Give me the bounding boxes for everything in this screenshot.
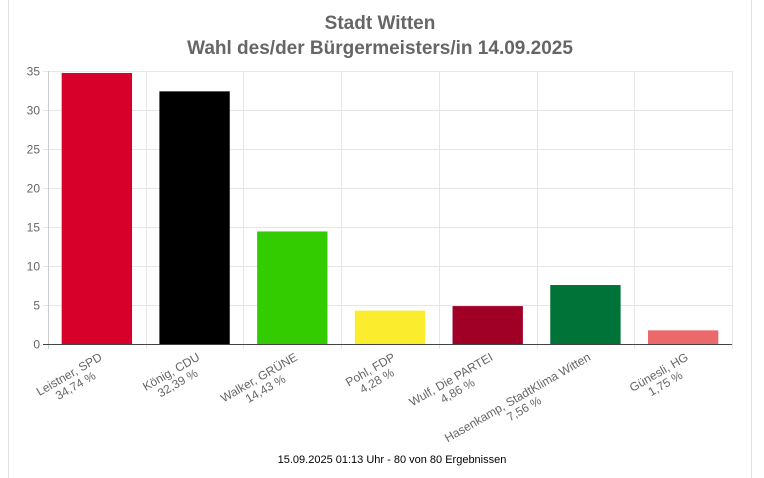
x-tick-label-group: Günesli, HG1,75 % xyxy=(627,350,691,399)
bar xyxy=(61,73,133,344)
y-tick-label: 35 xyxy=(27,65,41,79)
y-tick-label: 25 xyxy=(27,143,41,157)
y-tick-label: 20 xyxy=(27,182,41,196)
y-tick-label: 15 xyxy=(27,221,41,235)
bar xyxy=(159,91,230,344)
y-tick-label: 30 xyxy=(27,104,41,118)
footer: 15.09.2025 01:13 Uhr - 80 von 80 Ergebni… xyxy=(278,454,507,466)
bar xyxy=(550,285,621,344)
chart-subtitle: Wahl des/der Bürgermeisters/in 14.09.202… xyxy=(187,38,573,59)
bar xyxy=(647,330,719,344)
y-tick-label: 10 xyxy=(27,260,41,274)
bar xyxy=(452,306,523,344)
y-tick-label: 0 xyxy=(33,338,40,352)
bar xyxy=(257,231,328,344)
y-tick-label: 5 xyxy=(33,299,40,313)
chart-title: Stadt Witten xyxy=(325,13,436,34)
bar xyxy=(354,310,426,344)
